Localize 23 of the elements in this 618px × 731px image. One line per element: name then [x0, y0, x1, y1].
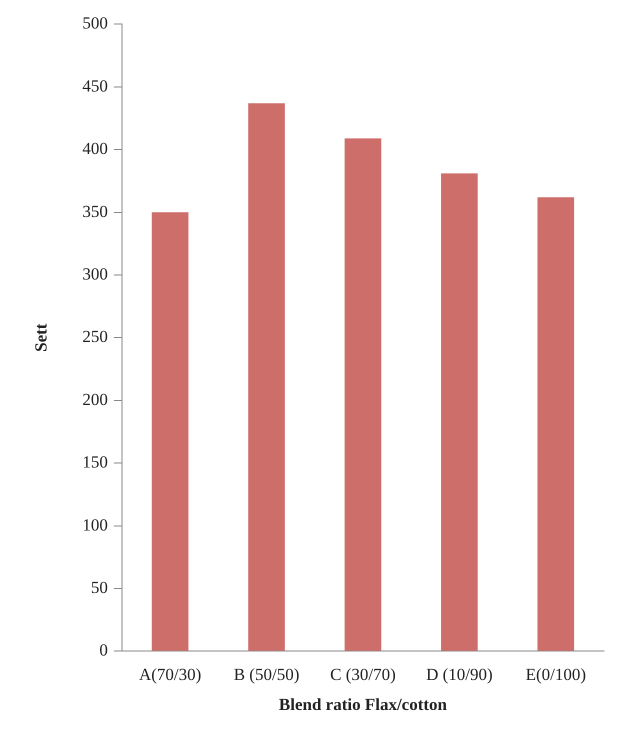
bar: [441, 173, 478, 651]
x-tick-label: E(0/100): [526, 664, 586, 684]
y-tick-label: 250: [82, 327, 108, 346]
x-tick-label: B (50/50): [234, 664, 300, 684]
y-tick-label: 50: [90, 578, 108, 597]
y-tick-label: 300: [82, 264, 108, 284]
bar: [248, 103, 285, 651]
y-tick-label: 400: [82, 139, 108, 158]
x-tick-label: C (30/70): [330, 664, 396, 684]
y-tick-label: 500: [82, 14, 108, 33]
y-tick-label: 150: [82, 452, 108, 472]
bar: [344, 138, 382, 651]
bar: [537, 197, 574, 651]
y-tick-label: 200: [82, 390, 108, 409]
x-tick-label: D (10/90): [426, 664, 493, 684]
bar: [152, 212, 188, 651]
y-axis-title: Sett: [32, 323, 51, 352]
y-tick-label: 100: [82, 515, 108, 534]
y-tick-label: 450: [82, 76, 108, 96]
x-axis-title: Blend ratio Flax/cotton: [278, 695, 448, 714]
x-tick-label: A(70/30): [138, 664, 202, 684]
y-tick-label: 350: [82, 202, 108, 221]
y-tick-label: 0: [99, 640, 108, 660]
